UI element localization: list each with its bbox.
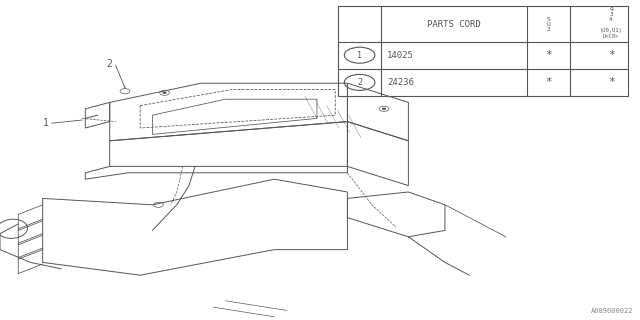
Text: S
U
2: S U 2: [547, 17, 550, 31]
Text: PARTS CORD: PARTS CORD: [428, 20, 481, 28]
Circle shape: [163, 92, 166, 94]
Text: *: *: [607, 50, 614, 60]
Circle shape: [382, 108, 386, 110]
Text: A089000022: A089000022: [591, 308, 634, 314]
Text: *: *: [545, 77, 552, 87]
Text: *: *: [607, 77, 614, 87]
Text: 9
3
4: 9 3 4: [609, 7, 613, 22]
Text: 14025: 14025: [387, 51, 414, 60]
Text: 2: 2: [107, 59, 113, 69]
Text: 24236: 24236: [387, 78, 414, 87]
Text: U<C0>: U<C0>: [603, 34, 619, 39]
Text: (U0,U1): (U0,U1): [600, 28, 623, 33]
Text: *: *: [545, 50, 552, 60]
Text: 2: 2: [357, 78, 362, 87]
Bar: [339, 6, 628, 96]
Text: 1: 1: [43, 118, 49, 128]
Text: 1: 1: [357, 51, 362, 60]
